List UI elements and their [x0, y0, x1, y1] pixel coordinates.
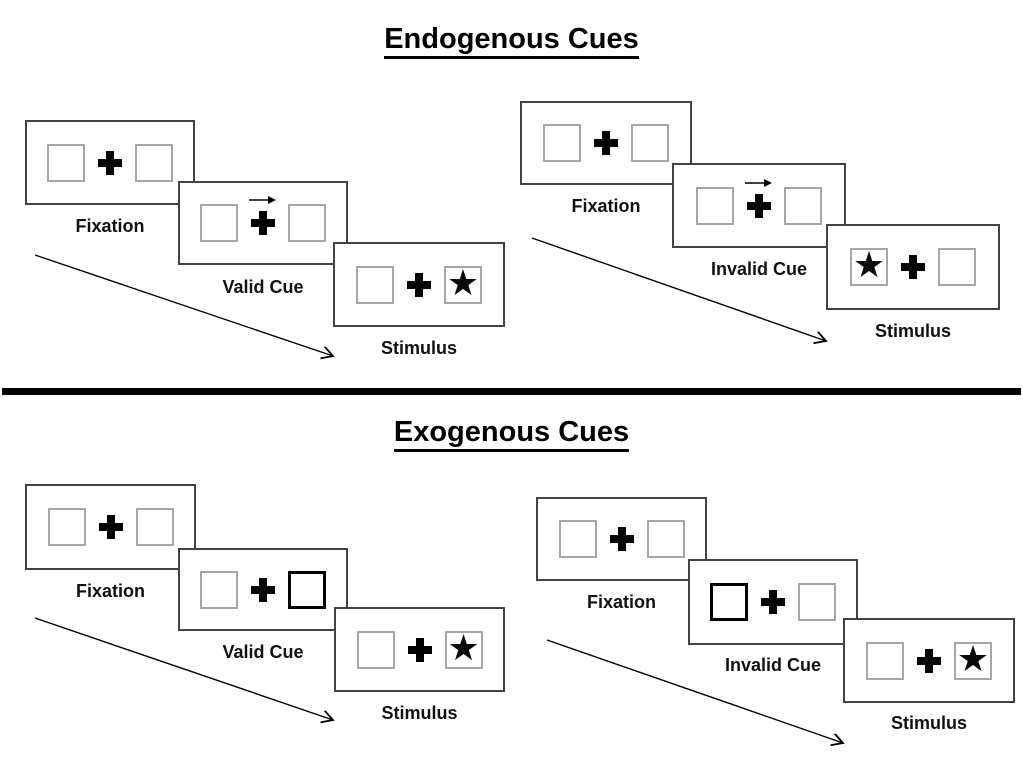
panel-label: Fixation: [75, 581, 145, 601]
fixation-cross-icon: [251, 577, 275, 602]
screen-panel-fixation: [25, 484, 196, 570]
fixation-cross: [251, 577, 275, 602]
fixation-cross-icon: [407, 272, 431, 297]
panel-label: Stimulus: [381, 703, 458, 723]
placeholder-box-left: [356, 630, 395, 669]
fixation-cross: [594, 131, 618, 155]
panel-label: Valid Cue: [222, 642, 304, 662]
panel-label: Invalid Cue: [724, 655, 822, 675]
screen-panel-fixation: [536, 497, 707, 581]
placeholder-box-left: [356, 265, 394, 304]
screen-panel-stimulus: ★: [333, 242, 505, 327]
fixation-cross: [745, 178, 772, 218]
placeholder-box-left: [47, 508, 86, 546]
screen-panel-cue: [178, 548, 348, 631]
timeline-arrow: [34, 617, 342, 728]
screen-panel-stimulus: ★: [826, 224, 1000, 310]
placeholder-box-left: [866, 641, 904, 680]
fixation-cross-icon: [917, 648, 941, 673]
panel-label: Valid Cue: [222, 277, 304, 297]
star-icon: ★: [447, 626, 480, 668]
panel-label: Stimulus: [890, 713, 967, 733]
fixation-cross: [901, 255, 925, 279]
star-box: ★: [954, 637, 992, 680]
cue-highlight-box: [288, 570, 326, 609]
placeholder-box-right: [646, 520, 685, 558]
star-box: ★: [444, 626, 483, 669]
fixation-cross-icon: [98, 150, 122, 175]
fixation-cross: [609, 527, 634, 551]
timeline-arrow: [546, 639, 854, 753]
placeholder-box-right: [784, 186, 822, 225]
panel-label: Fixation: [571, 196, 641, 216]
fixation-cross-icon: [407, 637, 432, 662]
star-icon: ★: [446, 261, 480, 303]
fixation-cross: [407, 272, 431, 297]
panel-label: Fixation: [75, 216, 145, 236]
fixation-cross-icon: [761, 590, 785, 614]
cue-highlight-box: [710, 583, 748, 621]
screen-panel-cue: [688, 559, 858, 645]
screen-panel-fixation: [520, 101, 692, 185]
star-icon: ★: [852, 244, 886, 285]
fixation-cross-icon: [609, 527, 634, 551]
panel-label: Stimulus: [874, 321, 951, 341]
placeholder-box-right: [631, 124, 669, 162]
exogenous-title-text: Exogenous Cues: [393, 416, 630, 452]
screen-panel-stimulus: ★: [843, 618, 1015, 703]
fixation-cross: [249, 196, 276, 235]
screen-panel-cue: [178, 181, 348, 265]
fixation-cross: [917, 648, 941, 673]
panel-label: Fixation: [586, 592, 656, 612]
star-icon: ★: [956, 637, 990, 679]
panel-label: Stimulus: [380, 338, 457, 358]
fixation-cross: [761, 590, 785, 614]
endogenous-title-text: Endogenous Cues: [384, 23, 639, 59]
fixation-cross: [407, 637, 432, 662]
screen-panel-cue: [672, 163, 846, 248]
fixation-cross-icon: [594, 131, 618, 155]
cue-direction-arrow-icon: [249, 196, 276, 204]
placeholder-box-right: [135, 143, 173, 182]
section-divider: [2, 388, 1021, 395]
screen-panel-stimulus: ★: [334, 607, 505, 692]
fixation-cross-icon: [747, 193, 771, 218]
panel-label: Invalid Cue: [710, 259, 808, 279]
fixation-cross: [98, 150, 122, 175]
placeholder-box-left: [200, 204, 238, 242]
placeholder-box-left: [558, 520, 597, 558]
placeholder-box-right: [938, 248, 976, 286]
cue-direction-arrow-icon: [745, 178, 772, 187]
placeholder-box-left: [200, 570, 238, 609]
star-box: ★: [850, 244, 888, 286]
star-box: ★: [444, 261, 482, 304]
fixation-cross-icon: [901, 255, 925, 279]
fixation-cross-icon: [98, 515, 123, 539]
placeholder-box-left: [543, 124, 581, 162]
screen-panel-fixation: [25, 120, 195, 205]
exogenous-title: Exogenous Cues: [0, 415, 1023, 452]
placeholder-box-right: [288, 204, 326, 242]
placeholder-box-right: [798, 583, 836, 621]
timeline-arrow: [34, 254, 342, 365]
placeholder-box-left: [696, 186, 734, 225]
fixation-cross: [98, 515, 123, 539]
endogenous-title: Endogenous Cues: [0, 22, 1023, 59]
fixation-cross-icon: [251, 211, 275, 235]
placeholder-box-left: [47, 143, 85, 182]
placeholder-box-right: [135, 508, 174, 546]
timeline-arrow: [531, 237, 839, 351]
